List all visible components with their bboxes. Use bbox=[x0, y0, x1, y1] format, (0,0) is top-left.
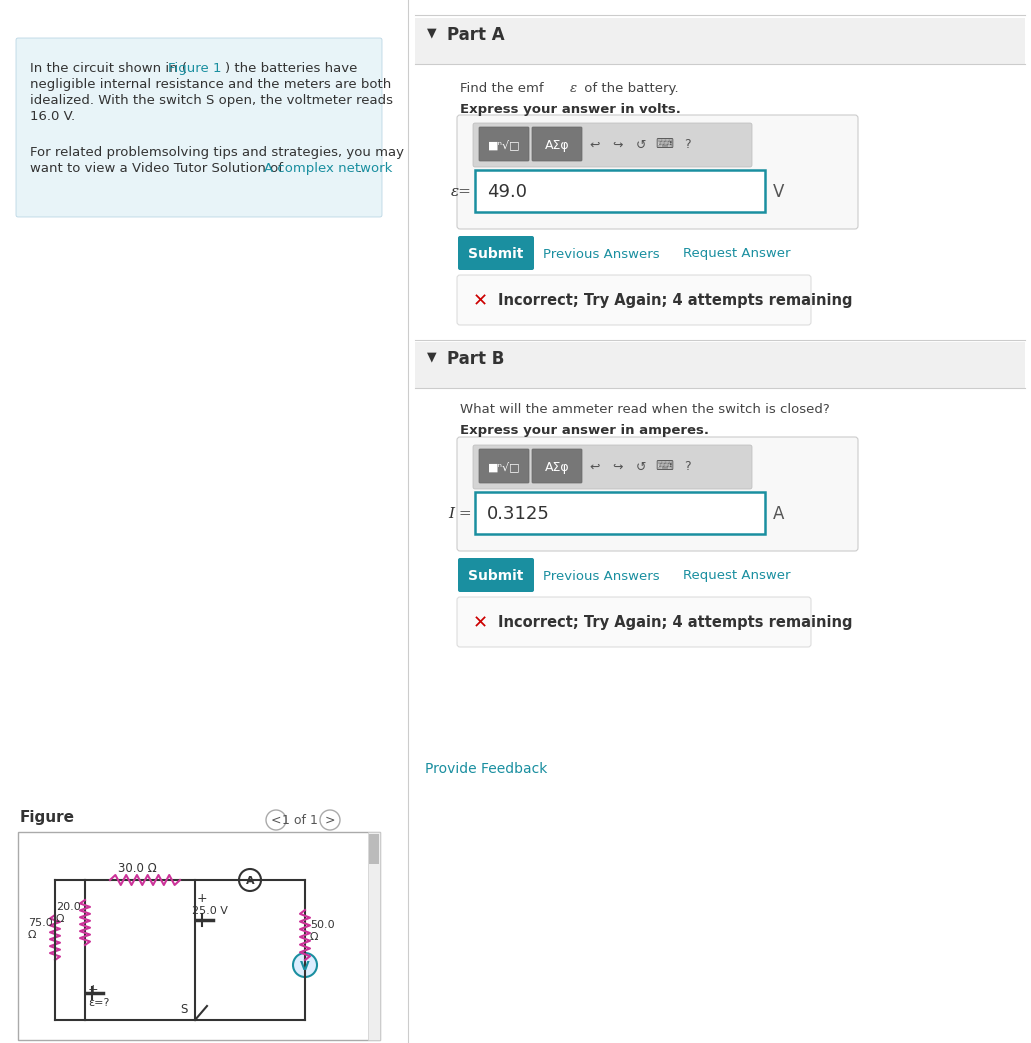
Text: Ω: Ω bbox=[310, 932, 319, 942]
Text: ■ⁿ√□: ■ⁿ√□ bbox=[488, 140, 521, 150]
Text: 30.0 Ω: 30.0 Ω bbox=[118, 862, 157, 875]
Text: For related problemsolving tips and strategies, you may: For related problemsolving tips and stra… bbox=[30, 146, 404, 159]
FancyBboxPatch shape bbox=[532, 127, 583, 161]
Text: Part B: Part B bbox=[447, 350, 504, 368]
Text: Find the emf: Find the emf bbox=[460, 82, 547, 95]
Text: Express your answer in volts.: Express your answer in volts. bbox=[460, 103, 680, 116]
Text: ✕: ✕ bbox=[472, 292, 488, 310]
FancyBboxPatch shape bbox=[475, 170, 765, 212]
Text: ε=?: ε=? bbox=[88, 998, 109, 1008]
FancyBboxPatch shape bbox=[16, 38, 383, 217]
Text: +: + bbox=[197, 892, 207, 905]
Text: A: A bbox=[245, 876, 255, 886]
FancyBboxPatch shape bbox=[479, 127, 529, 161]
Text: Submit: Submit bbox=[468, 247, 524, 261]
Text: Previous Answers: Previous Answers bbox=[543, 569, 660, 582]
Text: .: . bbox=[358, 162, 362, 175]
Text: A complex network: A complex network bbox=[264, 162, 393, 175]
FancyBboxPatch shape bbox=[473, 123, 752, 167]
Text: ▼: ▼ bbox=[427, 350, 436, 363]
Text: 20.0: 20.0 bbox=[56, 902, 80, 912]
Circle shape bbox=[239, 869, 261, 891]
FancyBboxPatch shape bbox=[458, 558, 534, 592]
FancyBboxPatch shape bbox=[532, 448, 583, 483]
Text: ) the batteries have: ) the batteries have bbox=[225, 62, 358, 75]
Text: Part A: Part A bbox=[447, 26, 504, 44]
Text: ✕: ✕ bbox=[472, 614, 488, 632]
Text: 1 of 1: 1 of 1 bbox=[282, 814, 318, 826]
Text: >: > bbox=[325, 814, 335, 826]
Text: V: V bbox=[300, 960, 309, 972]
Text: ?: ? bbox=[684, 461, 691, 474]
Text: Express your answer in amperes.: Express your answer in amperes. bbox=[460, 425, 709, 437]
FancyBboxPatch shape bbox=[415, 18, 1025, 64]
Text: ↪: ↪ bbox=[612, 461, 624, 474]
FancyBboxPatch shape bbox=[475, 492, 765, 534]
FancyBboxPatch shape bbox=[479, 448, 529, 483]
Text: want to view a Video Tutor Solution of: want to view a Video Tutor Solution of bbox=[30, 162, 288, 175]
Text: Submit: Submit bbox=[468, 569, 524, 583]
Text: <: < bbox=[271, 814, 281, 826]
FancyBboxPatch shape bbox=[457, 275, 811, 325]
Text: 25.0 V: 25.0 V bbox=[192, 906, 228, 916]
Text: ↺: ↺ bbox=[636, 139, 646, 151]
Text: 16.0 V.: 16.0 V. bbox=[30, 110, 75, 123]
Text: 50.0: 50.0 bbox=[310, 920, 335, 930]
Text: idealized. With the switch S open, the voltmeter reads: idealized. With the switch S open, the v… bbox=[30, 94, 393, 107]
Text: Figure: Figure bbox=[20, 810, 75, 825]
FancyBboxPatch shape bbox=[368, 832, 380, 1040]
Text: S: S bbox=[180, 1003, 188, 1016]
Text: What will the ammeter read when the switch is closed?: What will the ammeter read when the swit… bbox=[460, 403, 830, 416]
Text: +: + bbox=[88, 983, 99, 996]
Text: Ω: Ω bbox=[56, 914, 65, 924]
Text: negligible internal resistance and the meters are both: negligible internal resistance and the m… bbox=[30, 78, 391, 91]
Circle shape bbox=[320, 810, 340, 830]
FancyBboxPatch shape bbox=[415, 342, 1025, 388]
Text: A: A bbox=[773, 505, 785, 523]
Text: Figure 1: Figure 1 bbox=[168, 62, 222, 75]
Text: V: V bbox=[773, 183, 785, 201]
Text: In the circuit shown in (: In the circuit shown in ( bbox=[30, 62, 187, 75]
Text: Provide Feedback: Provide Feedback bbox=[425, 762, 547, 776]
Circle shape bbox=[293, 953, 317, 977]
Text: 49.0: 49.0 bbox=[487, 183, 527, 201]
Text: ↩: ↩ bbox=[590, 461, 600, 474]
Text: ↩: ↩ bbox=[590, 139, 600, 151]
Text: ε=: ε= bbox=[452, 185, 472, 199]
Text: ■ⁿ√□: ■ⁿ√□ bbox=[488, 462, 521, 472]
Text: ε: ε bbox=[570, 82, 577, 95]
Text: ▼: ▼ bbox=[427, 26, 436, 39]
Text: 0.3125: 0.3125 bbox=[487, 505, 550, 523]
Text: Incorrect; Try Again; 4 attempts remaining: Incorrect; Try Again; 4 attempts remaini… bbox=[498, 293, 853, 309]
Text: ΑΣφ: ΑΣφ bbox=[544, 139, 569, 151]
Text: Ω: Ω bbox=[28, 930, 36, 940]
Text: ΑΣφ: ΑΣφ bbox=[544, 461, 569, 474]
Text: ?: ? bbox=[684, 139, 691, 151]
Text: ⌨: ⌨ bbox=[655, 461, 673, 474]
FancyBboxPatch shape bbox=[457, 437, 858, 551]
FancyBboxPatch shape bbox=[18, 832, 380, 1040]
Text: 75.0: 75.0 bbox=[28, 918, 53, 928]
Text: I =: I = bbox=[448, 507, 472, 522]
Text: Request Answer: Request Answer bbox=[683, 247, 791, 261]
FancyBboxPatch shape bbox=[369, 834, 379, 864]
FancyBboxPatch shape bbox=[473, 445, 752, 489]
FancyBboxPatch shape bbox=[457, 597, 811, 647]
FancyBboxPatch shape bbox=[458, 236, 534, 270]
Text: Incorrect; Try Again; 4 attempts remaining: Incorrect; Try Again; 4 attempts remaini… bbox=[498, 615, 853, 631]
Text: of the battery.: of the battery. bbox=[580, 82, 678, 95]
Circle shape bbox=[266, 810, 286, 830]
Text: ↪: ↪ bbox=[612, 139, 624, 151]
Text: Request Answer: Request Answer bbox=[683, 569, 791, 582]
Text: ↺: ↺ bbox=[636, 461, 646, 474]
Text: Previous Answers: Previous Answers bbox=[543, 247, 660, 261]
Text: ⌨: ⌨ bbox=[655, 139, 673, 151]
FancyBboxPatch shape bbox=[457, 115, 858, 229]
